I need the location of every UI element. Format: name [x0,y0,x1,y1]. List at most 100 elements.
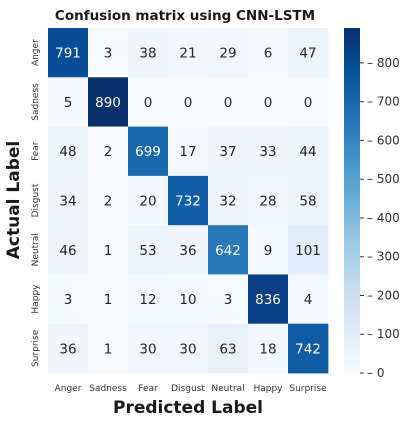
heatmap-cell [88,175,129,226]
heatmap-cell [288,225,329,275]
cell-value-label: 38 [139,46,156,62]
heatmap-cell [48,77,89,127]
cell-value-label: 0 [264,95,273,111]
cell-value-label: 32 [219,194,236,210]
cell-value-label: 30 [179,341,196,357]
cell-value-label: 0 [144,95,153,111]
cell-value-label: 33 [259,144,276,160]
cell-value-label: 48 [59,144,76,160]
heatmap-cell [128,28,169,78]
cell-value-label: 0 [304,95,313,111]
y-tick-label: Surprise [31,329,41,367]
colorbar-ticks: – 0 – 100 – 200 – 300 – 400 – 500 – 600 – 700 – … [360,56,400,380]
heatmap-cell [288,323,329,374]
heatmap-cell [128,175,169,226]
heatmap-cell [248,225,289,275]
heatmap-cell [128,225,169,275]
x-tick-label: Fear [138,384,158,394]
heatmap-cell [88,126,129,177]
heatmap-cell [48,225,89,275]
cell-value-label: 3 [64,292,73,308]
cell-value-label: 1 [104,292,113,308]
heatmap-cell [48,28,89,78]
cell-value-label: 30 [139,341,156,357]
cell-value-label: 1 [104,341,113,357]
cell-value-label: 18 [259,341,276,357]
heatmap-cell [168,126,209,177]
cell-value-label: 37 [219,144,236,160]
x-tick-labels: Anger Sadness Fear Disgust Neutral Happy Surpr… [55,384,327,394]
cell-value-label: 20 [139,194,156,210]
cell-value-label: 53 [139,243,156,259]
cell-value-label: 44 [299,144,316,160]
colorbar-tick-label: – 300 [367,250,400,264]
heatmap-cell [208,77,249,127]
cell-value-label: 742 [295,341,321,357]
x-axis-title: Predicted Label [113,398,263,418]
cell-value-label: 10 [179,292,196,308]
y-tick-label: Anger [31,39,41,66]
x-tick-label: Anger [55,384,82,394]
cell-value-label: 21 [179,46,196,62]
heatmap-cell [88,323,129,374]
cell-value-label: 1 [104,243,113,259]
heatmap-cell [208,175,249,226]
colorbar-tick-label: – 500 [367,172,400,186]
cell-value-label: 58 [299,194,316,210]
heatmap-cell [128,126,169,177]
cell-value-label: 28 [259,194,276,210]
heatmap-cell [288,175,329,226]
colorbar-tick-label: – 400 [367,211,400,225]
colorbar-tick-label: – 600 [367,133,400,147]
heatmap-cell [208,323,249,374]
heatmap-cell [168,77,209,127]
x-tick-label: Happy [253,384,283,394]
heatmap-cell [88,225,129,275]
cell-value-label: 36 [179,243,196,259]
cell-value-label: 12 [139,292,156,308]
cell-value-label: 47 [299,46,316,62]
cell-value-label: 63 [219,341,236,357]
cell-value-label: 6 [264,46,273,62]
cell-value-label: 836 [255,292,281,308]
heatmap-cell [48,274,89,325]
heatmap-cell [208,274,249,325]
y-tick-label: Disgust [31,183,41,217]
heatmap-cell [128,77,169,127]
cell-value-label: 3 [104,46,113,62]
heatmap-cell [88,274,129,325]
heatmap-cell [128,274,169,325]
cell-value-label: 29 [219,46,236,62]
cell-value-label: 2 [104,194,113,210]
cell-value-label: 2 [104,144,113,160]
cell-value-label: 0 [184,95,193,111]
cell-value-label: 46 [59,243,76,259]
heatmap-cell [88,77,129,127]
cell-value-label: 36 [59,341,76,357]
chart-title: Confusion matrix using CNN-LSTM [55,8,315,24]
colorbar-tick-label: – 0 [367,366,384,380]
heatmap-cell [168,323,209,374]
heatmap-cell [48,175,89,226]
x-tick-label: Neutral [211,384,244,394]
heatmap-cell [208,225,249,275]
heatmap-cell [288,77,329,127]
heatmap-cell [168,274,209,325]
heatmap-cell [168,175,209,226]
y-tick-label: Neutral [31,233,41,266]
y-tick-label: Happy [31,284,41,314]
cell-value-label: 642 [215,243,241,259]
colorbar-tick-label: – 800 [367,56,400,70]
cell-value-label: 791 [55,46,81,62]
heatmap-cell [288,126,329,177]
heatmap-cell [168,28,209,78]
heatmap-cell [168,225,209,275]
heatmap-cell [88,28,129,78]
cell-value-label: 34 [59,194,76,210]
cell-value-label: 9 [264,243,273,259]
cell-value-label: 699 [135,144,161,160]
heatmap-cell [288,28,329,78]
heatmap-cell [208,28,249,78]
heatmap-cell [48,323,89,374]
